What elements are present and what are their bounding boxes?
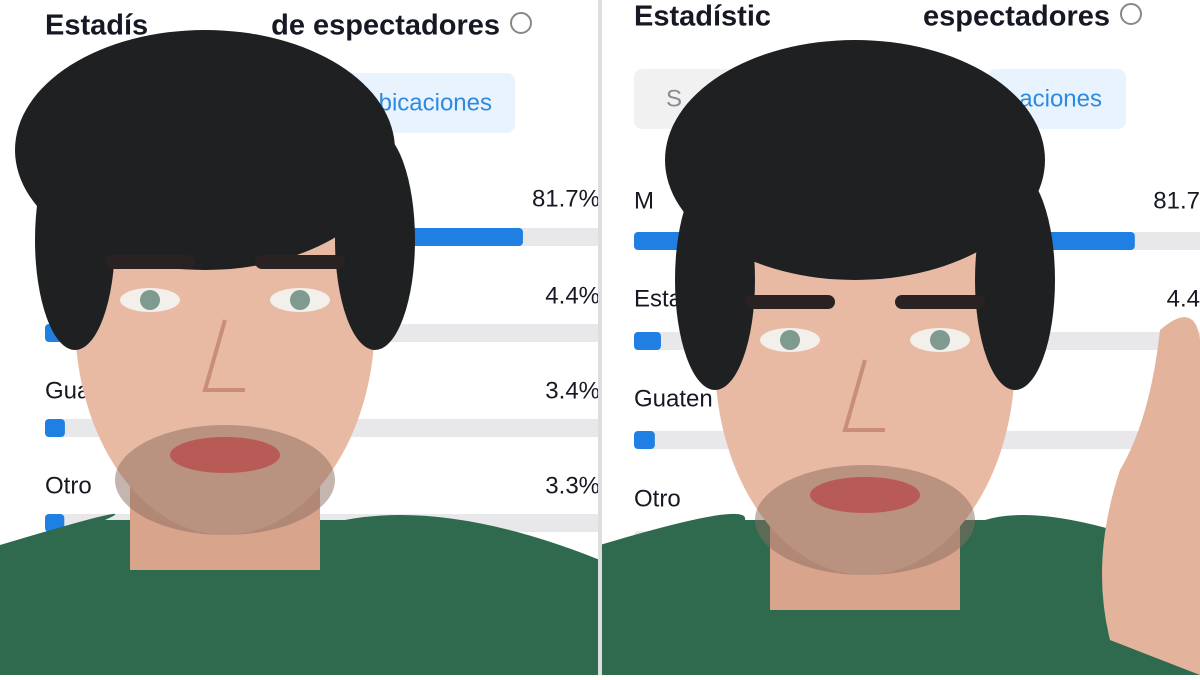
bar xyxy=(45,419,65,437)
tab-label: S xyxy=(666,85,682,112)
row-value: 81.7 xyxy=(1153,187,1200,214)
row-value: 3.3% xyxy=(545,472,600,499)
mouth xyxy=(810,477,920,513)
row-value: 4.4 xyxy=(1167,285,1200,312)
nose xyxy=(842,359,885,432)
info-icon xyxy=(1120,3,1142,25)
bar xyxy=(45,514,65,532)
iris xyxy=(290,290,310,310)
row-value: 3.4% xyxy=(545,377,600,404)
title-part: Estadís xyxy=(45,10,148,42)
iris xyxy=(930,330,950,350)
info-icon xyxy=(510,12,532,34)
hair xyxy=(665,40,1045,280)
title-part: Estadístic xyxy=(634,1,771,33)
row-label: M xyxy=(634,187,654,214)
brow xyxy=(745,295,835,309)
brow xyxy=(895,295,985,309)
beard xyxy=(755,465,975,575)
tab-label: aciones xyxy=(1019,85,1102,112)
row-value: 81.7% xyxy=(532,185,600,212)
title-part: de espectadores xyxy=(271,10,500,42)
hair-side xyxy=(335,130,415,350)
row-label: Otro xyxy=(634,485,681,512)
iris xyxy=(780,330,800,350)
title-part: espectadores xyxy=(923,1,1110,33)
hair-side xyxy=(675,170,755,390)
beard xyxy=(115,425,335,535)
brow xyxy=(105,255,195,269)
nose xyxy=(202,319,245,392)
row-label: Otro xyxy=(45,472,92,499)
hand xyxy=(1102,317,1200,675)
brow xyxy=(255,255,345,269)
row-label: Guaten xyxy=(634,385,713,412)
row-value: 4.4% xyxy=(545,282,600,309)
frame-right: Estadístic espectadores S aciones M 81.7 Esta 4… xyxy=(602,1,1200,675)
bar xyxy=(634,431,655,449)
divider xyxy=(598,0,602,675)
hair-side xyxy=(975,170,1055,390)
bar xyxy=(634,332,661,350)
tab-label: bicaciones xyxy=(379,89,492,116)
mouth xyxy=(170,437,280,473)
hair-side xyxy=(35,130,115,350)
row-label: Esta xyxy=(634,285,683,312)
iris xyxy=(140,290,160,310)
frame-left: Estadís de espectadores bicaciones 81.7% 4.4… xyxy=(0,10,600,675)
